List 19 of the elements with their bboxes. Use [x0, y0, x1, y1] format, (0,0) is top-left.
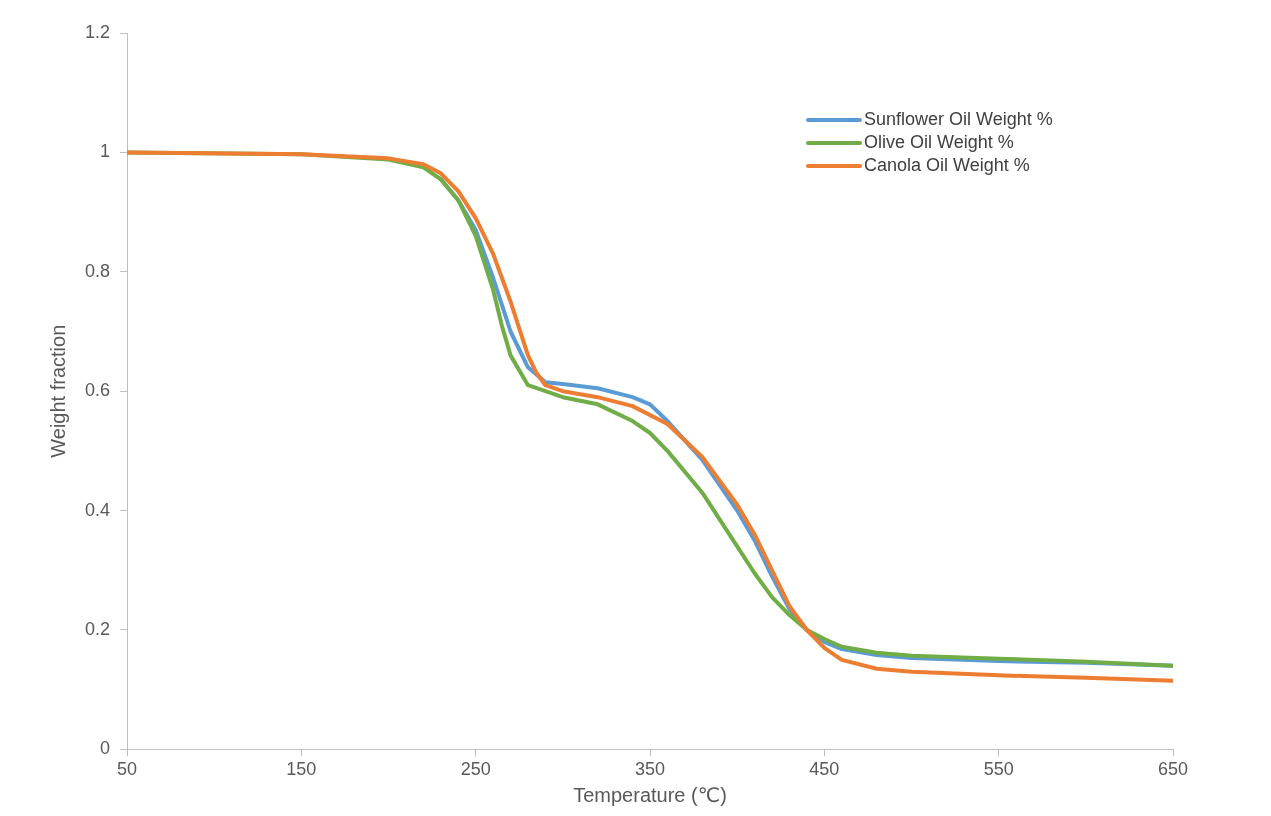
legend-label: Olive Oil Weight %: [864, 131, 1014, 152]
y-axis-title: Weight fraction: [46, 324, 69, 458]
y-tick-label: 1.2: [84, 21, 111, 42]
x-tick-label: 150: [286, 759, 317, 780]
y-tick-label: 0: [100, 738, 111, 759]
x-tick-label: 50: [117, 759, 138, 780]
y-tick-label: 0.6: [84, 380, 111, 401]
legend-label: Sunflower Oil Weight %: [864, 108, 1053, 129]
x-tick-label: 450: [809, 759, 840, 780]
y-tick-label: 0.8: [84, 260, 111, 281]
y-tick-label: 0.4: [84, 499, 111, 520]
x-axis-title: Temperature (℃): [573, 783, 727, 806]
x-tick-label: 350: [634, 759, 666, 780]
y-tick-label: 1: [100, 141, 111, 162]
x-tick-label: 550: [983, 759, 1014, 780]
x-tick-label: 250: [460, 759, 491, 780]
x-tick-label: 650: [1157, 759, 1189, 780]
y-tick-label: 0.2: [84, 618, 111, 639]
legend-label: Canola Oil Weight %: [864, 154, 1030, 175]
